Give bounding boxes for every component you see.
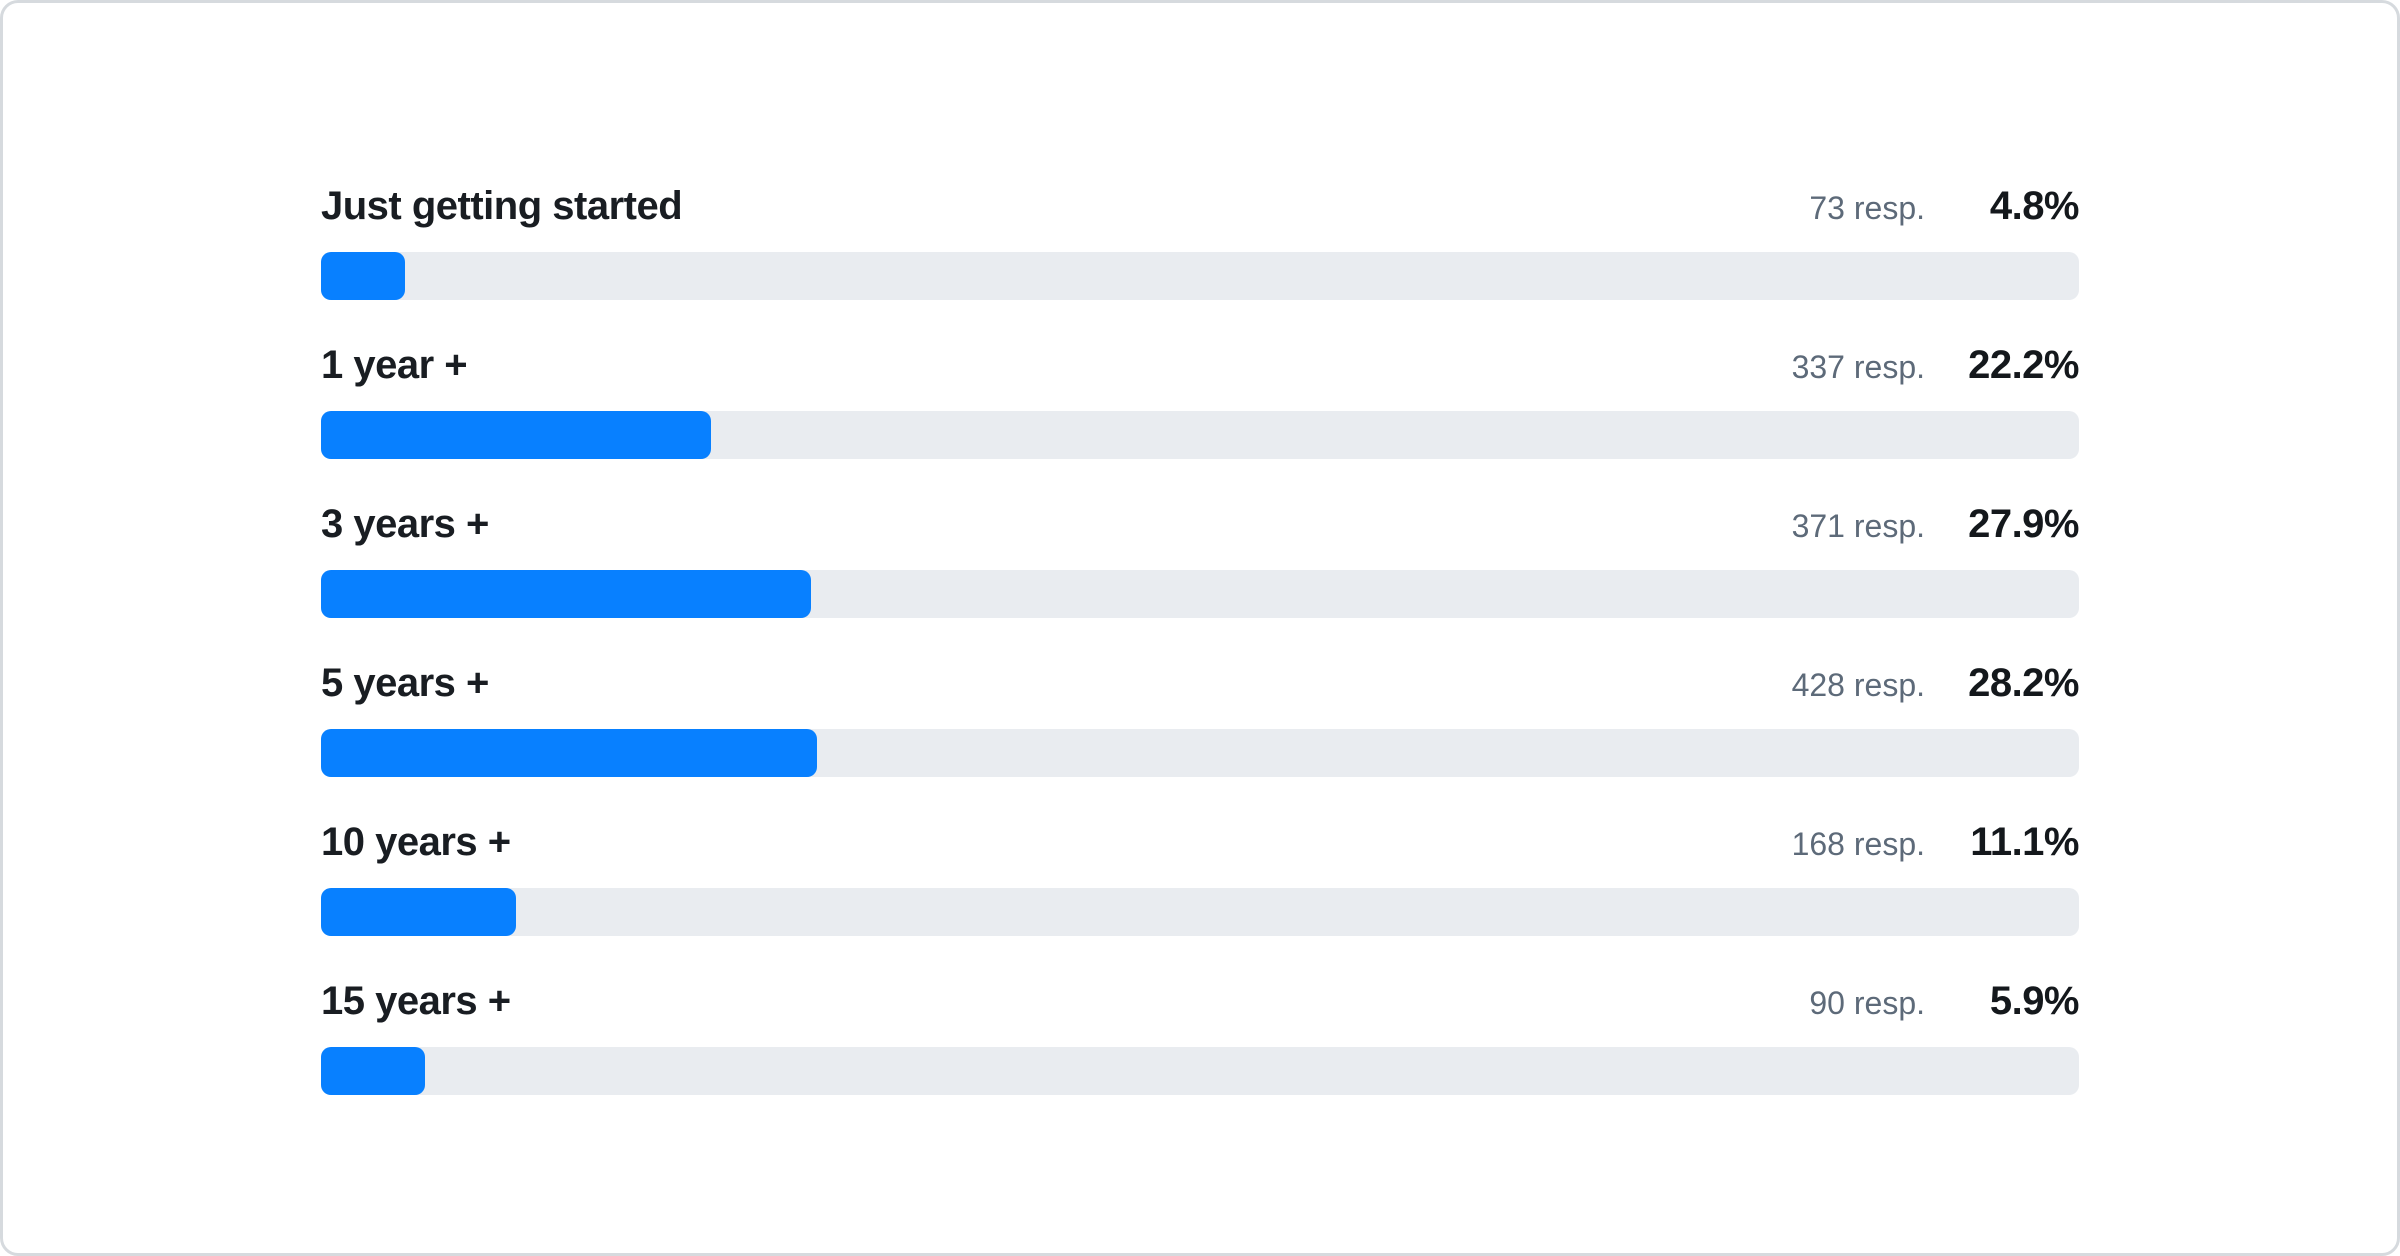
bar-track (321, 729, 2079, 777)
respondent-count: 73 resp. (1809, 190, 1925, 226)
row-header: Just getting started 73 resp. 4.8% (321, 183, 2080, 231)
answer-label: 10 years + (321, 820, 511, 864)
survey-bar-row: 3 years + 371 resp. 27.9% (321, 501, 2080, 618)
percent-value: 11.1% (1970, 820, 2079, 864)
bar-track (321, 252, 2079, 300)
row-header: 3 years + 371 resp. 27.9% (321, 501, 2080, 549)
respondent-count: 90 resp. (1809, 985, 1925, 1021)
bar-fill (321, 411, 712, 459)
survey-bar-row: 15 years + 90 resp. 5.9% (321, 978, 2080, 1095)
bar-track (321, 411, 2079, 459)
respondent-count: 337 resp. (1791, 349, 1925, 385)
bar-track (321, 888, 2079, 936)
row-header: 10 years + 168 resp. 11.1% (321, 819, 2080, 867)
answer-label: 3 years + (321, 502, 489, 546)
answer-label: 5 years + (321, 661, 489, 705)
survey-bar-row: 1 year + 337 resp. 22.2% (321, 342, 2080, 459)
respondent-count: 168 resp. (1791, 826, 1925, 862)
answer-label: 15 years + (321, 979, 511, 1023)
survey-bar-row: 5 years + 428 resp. 28.2% (321, 660, 2080, 777)
percent-value: 27.9% (1968, 502, 2079, 546)
bar-track (321, 1047, 2079, 1095)
row-header: 1 year + 337 resp. 22.2% (321, 342, 2080, 390)
percent-value: 28.2% (1968, 661, 2079, 705)
bar-fill (321, 570, 812, 618)
percent-value: 22.2% (1968, 343, 2079, 387)
row-header: 15 years + 90 resp. 5.9% (321, 978, 2080, 1026)
row-header: 5 years + 428 resp. 28.2% (321, 660, 2080, 708)
bar-chart: Just getting started 73 resp. 4.8% 1 yea… (3, 3, 2397, 1095)
respondent-count: 428 resp. (1791, 667, 1925, 703)
answer-label: 1 year + (321, 343, 468, 387)
bar-fill (321, 729, 817, 777)
bar-fill (321, 888, 517, 936)
respondent-count: 371 resp. (1791, 508, 1925, 544)
bar-fill (321, 252, 406, 300)
survey-bar-row: Just getting started 73 resp. 4.8% (321, 183, 2080, 300)
bar-track (321, 570, 2079, 618)
answer-label: Just getting started (321, 184, 683, 228)
survey-bar-row: 10 years + 168 resp. 11.1% (321, 819, 2080, 936)
bar-fill (321, 1047, 425, 1095)
percent-value: 5.9% (1989, 979, 2080, 1023)
percent-value: 4.8% (1989, 184, 2080, 228)
